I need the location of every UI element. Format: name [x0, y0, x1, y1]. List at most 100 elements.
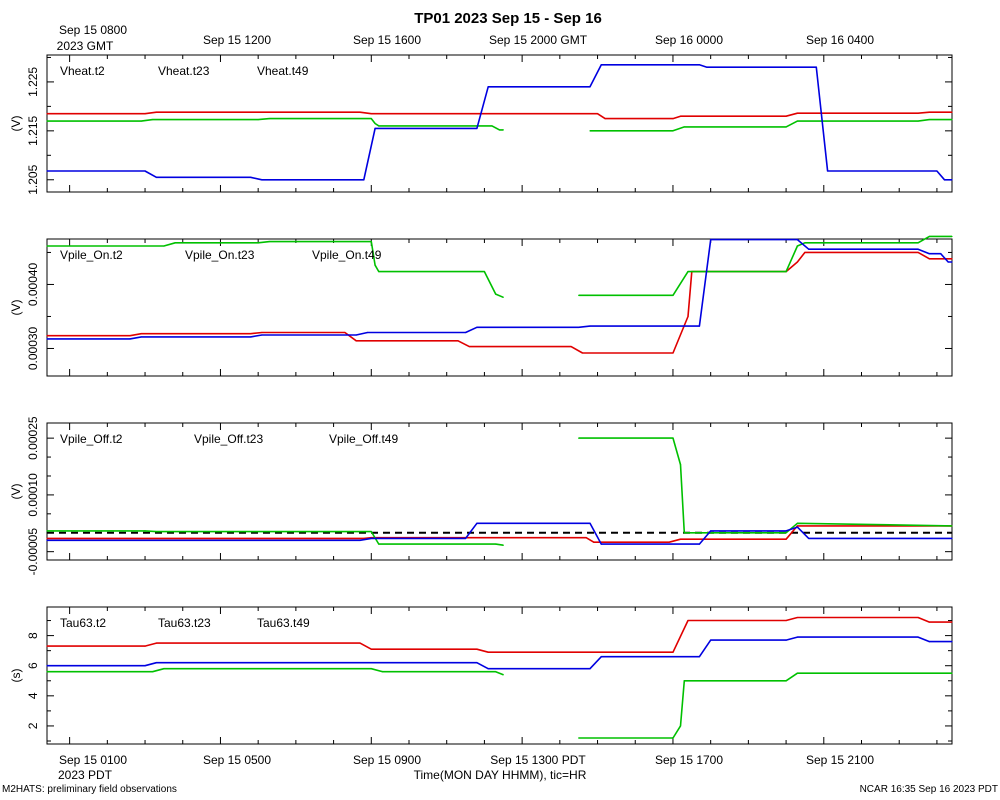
data-point: [370, 537, 372, 540]
data-point: [378, 543, 380, 545]
data-point: [129, 335, 131, 337]
data-point: [928, 258, 930, 260]
data-point: [672, 437, 674, 439]
data-point: [250, 333, 252, 335]
data-point: [359, 539, 361, 541]
data-point: [687, 315, 689, 318]
data-point: [374, 127, 376, 129]
series-line: [47, 111, 952, 120]
data-point: [785, 639, 787, 641]
legend-entry: Vheat.t23: [158, 64, 210, 78]
data-point: [155, 176, 157, 178]
data-point: [672, 118, 674, 120]
data-point: [951, 525, 953, 527]
data-point: [144, 645, 146, 647]
data-point: [796, 526, 798, 528]
y-axis-label: (V): [9, 116, 23, 132]
data-point: [710, 239, 712, 241]
data-point: [144, 665, 146, 667]
data-point: [151, 671, 154, 673]
chart-title: TP01 2023 Sep 15 - Sep 16: [414, 10, 602, 27]
bottom-zone-label: 2023 PDT: [58, 768, 113, 782]
data-point: [155, 111, 157, 113]
data-point: [468, 345, 470, 348]
data-point: [355, 334, 357, 336]
data-point: [476, 648, 478, 650]
data-point: [796, 525, 798, 527]
legend-entry: Vheat.t2: [60, 64, 105, 78]
data-point: [140, 336, 142, 338]
data-point: [144, 530, 146, 532]
data-point: [163, 668, 165, 670]
data-point: [363, 179, 365, 181]
data-point: [502, 674, 504, 676]
data-point: [46, 120, 48, 122]
data-point: [808, 537, 810, 540]
y-tick-label: 1.225: [26, 67, 40, 97]
data-point: [378, 271, 380, 273]
data-point: [502, 129, 504, 131]
legend-entry: Vpile_Off.t2: [60, 432, 123, 446]
data-point: [163, 245, 165, 247]
data-point: [46, 338, 48, 340]
y-tick-label: 1.215: [26, 115, 40, 145]
data-point: [796, 245, 798, 247]
data-point: [796, 616, 798, 619]
panel-4: 2 4 6 8 (s) Tau63.t2 Tau63.t23 Tau63.t49: [9, 606, 953, 745]
data-point: [679, 115, 682, 117]
data-point: [698, 64, 700, 66]
data-point: [46, 537, 48, 540]
data-point: [129, 338, 131, 340]
data-point: [487, 86, 489, 88]
data-point: [951, 261, 953, 263]
data-point: [495, 671, 497, 673]
panel-frame: [46, 238, 953, 377]
data-point: [928, 641, 930, 643]
y-tick-label: 6: [26, 662, 40, 669]
top-time-axis: Sep 15 0800 2023 GMT Sep 15 1200 Sep 15 …: [57, 23, 875, 53]
data-point: [804, 242, 806, 244]
data-point: [698, 325, 700, 327]
data-point: [581, 352, 584, 354]
bottom-time-label: Sep 15 1700: [655, 753, 723, 767]
data-point: [951, 621, 953, 623]
data-point: [804, 251, 806, 254]
data-point: [374, 122, 376, 125]
data-point: [46, 671, 48, 673]
data-point: [370, 113, 372, 115]
data-point: [464, 331, 467, 334]
data-point: [589, 325, 591, 327]
data-point: [268, 118, 271, 120]
data-point: [155, 642, 157, 644]
data-point: [698, 656, 700, 658]
y-tick-label: 0.00030: [26, 326, 40, 370]
data-point: [476, 522, 478, 524]
data-point: [359, 642, 361, 644]
data-point: [683, 532, 685, 534]
data-point: [917, 636, 919, 638]
data-point: [796, 261, 798, 263]
data-point: [578, 294, 580, 296]
data-point: [917, 248, 919, 250]
data-point: [600, 64, 602, 66]
data-point: [951, 672, 953, 674]
data-point: [261, 334, 263, 336]
data-point: [600, 656, 602, 658]
bottom-time-label: Sep 15 1300 PDT: [490, 753, 586, 767]
x-axis-label: Time(MON DAY HHMM), tic=HR: [414, 768, 587, 782]
data-point: [710, 530, 712, 532]
data-point: [476, 326, 478, 328]
legend-entry: Vpile_On.t23: [185, 248, 255, 262]
footer-right: NCAR 16:35 Sep 16 2023 PDT: [860, 784, 998, 795]
data-point: [936, 170, 938, 172]
data-point: [366, 331, 369, 334]
panel-3: -0.00005 0.00010 0.00025 (V) Vpile_Off.t2 Vpi…: [9, 416, 953, 575]
data-point: [951, 235, 953, 238]
data-point: [46, 335, 48, 337]
data-point: [917, 616, 919, 619]
data-point: [951, 258, 953, 260]
series-line: [47, 525, 952, 543]
data-point: [668, 541, 670, 543]
footer-left: M2HATS: preliminary field observations: [2, 784, 177, 795]
data-point: [917, 112, 919, 114]
